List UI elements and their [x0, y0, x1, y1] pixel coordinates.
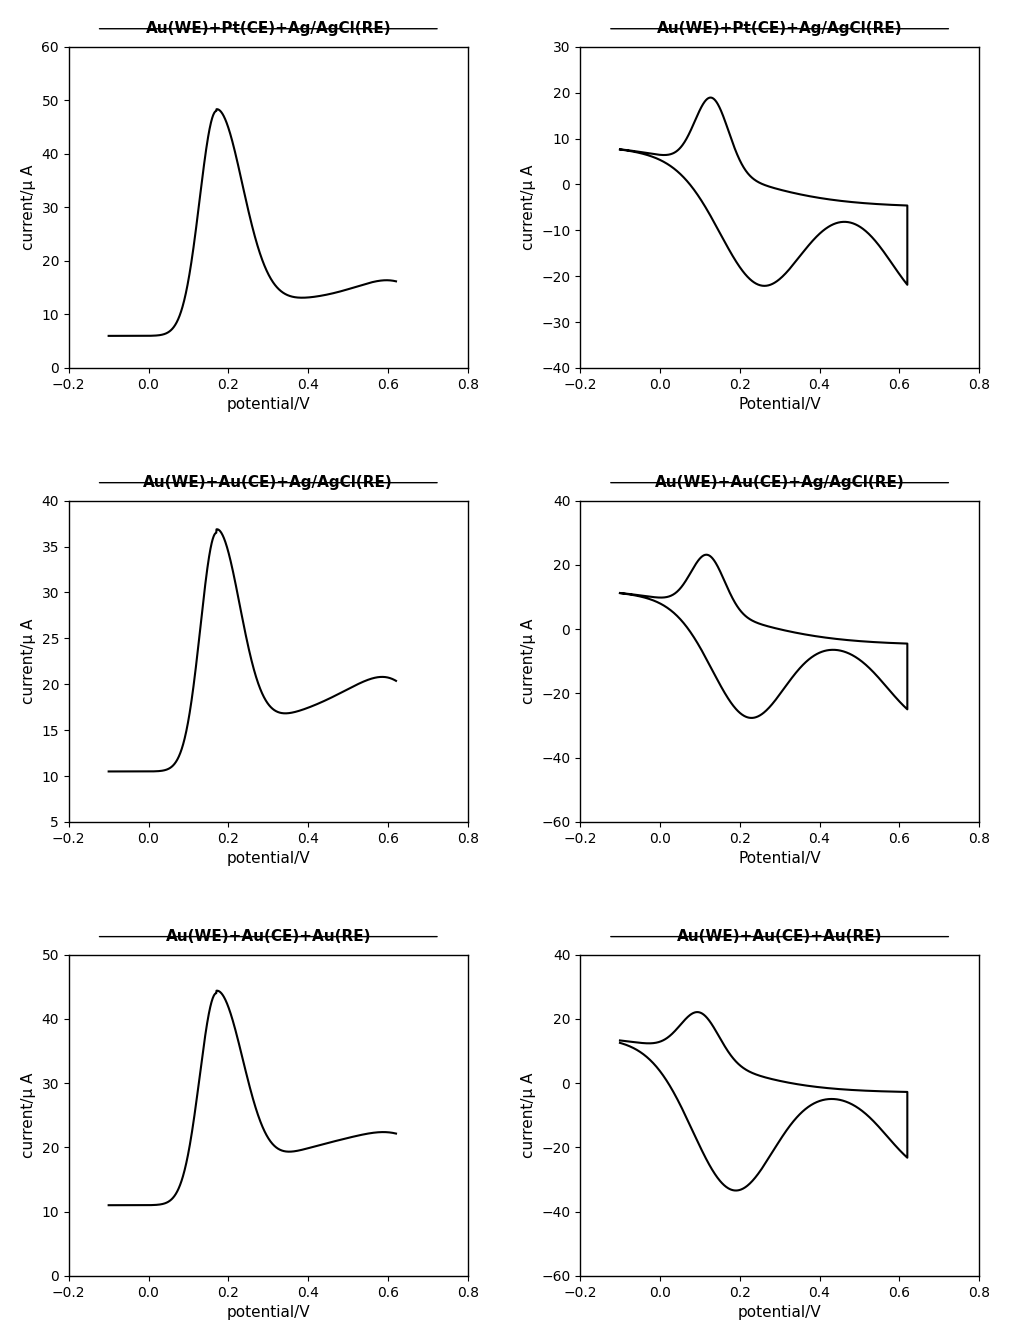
X-axis label: potential/V: potential/V [226, 852, 310, 866]
Y-axis label: current/µ A: current/µ A [21, 1073, 35, 1157]
Y-axis label: current/µ A: current/µ A [21, 618, 35, 704]
Y-axis label: current/µ A: current/µ A [21, 165, 35, 249]
Title: Au(WE)+Au(CE)+Ag/AgCl(RE): Au(WE)+Au(CE)+Ag/AgCl(RE) [144, 475, 393, 489]
Title: Au(WE)+Pt(CE)+Ag/AgCl(RE): Au(WE)+Pt(CE)+Ag/AgCl(RE) [657, 21, 903, 36]
X-axis label: Potential/V: Potential/V [738, 852, 821, 866]
Title: Au(WE)+Pt(CE)+Ag/AgCl(RE): Au(WE)+Pt(CE)+Ag/AgCl(RE) [146, 21, 391, 36]
Title: Au(WE)+Au(CE)+Ag/AgCl(RE): Au(WE)+Au(CE)+Ag/AgCl(RE) [655, 475, 905, 489]
Y-axis label: current/µ A: current/µ A [521, 165, 536, 249]
X-axis label: Potential/V: Potential/V [738, 397, 821, 412]
X-axis label: potential/V: potential/V [226, 397, 310, 412]
Title: Au(WE)+Au(CE)+Au(RE): Au(WE)+Au(CE)+Au(RE) [676, 929, 883, 944]
Y-axis label: current/µ A: current/µ A [521, 618, 536, 704]
Title: Au(WE)+Au(CE)+Au(RE): Au(WE)+Au(CE)+Au(RE) [166, 929, 371, 944]
X-axis label: potential/V: potential/V [226, 1305, 310, 1320]
X-axis label: potential/V: potential/V [738, 1305, 821, 1320]
Y-axis label: current/µ A: current/µ A [521, 1073, 536, 1157]
